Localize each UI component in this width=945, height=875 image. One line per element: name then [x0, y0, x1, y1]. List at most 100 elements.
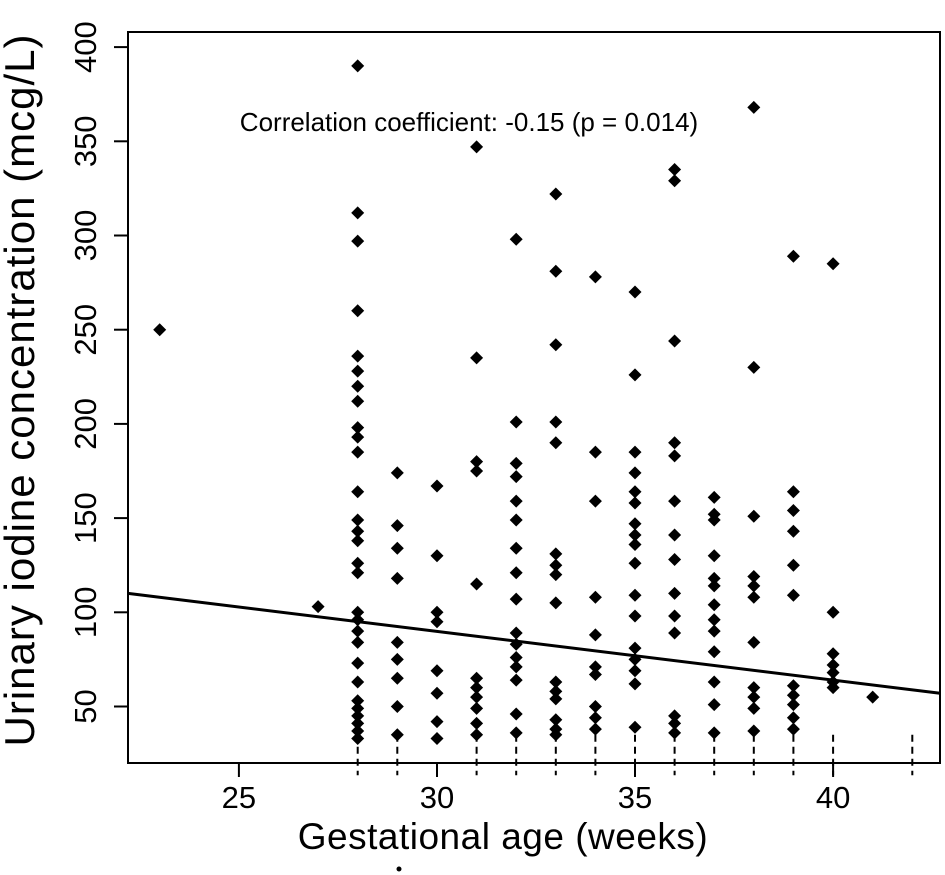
- data-point: [509, 660, 523, 674]
- data-point: [351, 716, 365, 730]
- data-point: [707, 513, 721, 527]
- data-point: [628, 538, 642, 551]
- data-point: [470, 140, 484, 154]
- data-point: [351, 624, 365, 638]
- data-point: [668, 709, 682, 723]
- data-point: [786, 688, 800, 702]
- data-point: [786, 485, 800, 499]
- data-point: [786, 249, 800, 263]
- data-point: [826, 666, 840, 680]
- y-axis-title: Urinary iodine concentration (mcg/L): [0, 34, 43, 747]
- data-point: [470, 455, 484, 469]
- trend-line: [127, 591, 941, 695]
- data-point: [351, 394, 365, 408]
- data-point: [549, 675, 563, 689]
- data-point: [668, 163, 682, 176]
- data-point: [549, 728, 563, 742]
- data-point: [311, 600, 325, 614]
- data-point: [470, 701, 484, 715]
- data-point: [668, 586, 682, 600]
- data-point: [786, 679, 800, 693]
- data-point: [668, 609, 682, 623]
- data-point: [826, 681, 840, 695]
- data-point: [351, 709, 365, 723]
- data-point: [509, 637, 523, 651]
- y-tick-label: 100: [68, 586, 103, 638]
- data-point: [351, 613, 365, 627]
- data-point: [588, 700, 602, 713]
- data-point: [588, 445, 602, 459]
- data-point: [628, 652, 642, 666]
- data-point: [549, 338, 563, 352]
- data-point: [826, 647, 840, 661]
- data-point: [747, 579, 761, 593]
- data-point: [509, 651, 523, 664]
- data-point: [351, 445, 365, 459]
- data-point: [628, 466, 642, 480]
- data-point: [628, 609, 642, 623]
- data-point: [747, 570, 761, 583]
- y-tick-label: 200: [68, 398, 103, 450]
- y-tick-label: 50: [68, 689, 103, 723]
- data-point: [390, 671, 404, 685]
- data-point: [509, 566, 523, 580]
- data-point: [549, 264, 563, 278]
- data-point: [747, 690, 761, 704]
- data-point: [509, 726, 523, 740]
- data-point: [707, 645, 721, 659]
- data-point: [351, 675, 365, 689]
- data-point: [351, 234, 365, 248]
- data-point: [153, 323, 167, 337]
- data-point: [786, 711, 800, 725]
- data-point: [628, 285, 642, 299]
- data-point: [628, 496, 642, 510]
- data-point: [390, 728, 404, 742]
- data-point: [628, 556, 642, 570]
- data-point: [390, 466, 404, 480]
- data-point: [430, 479, 444, 493]
- data-point: [549, 692, 563, 706]
- x-tick-label: 35: [618, 780, 652, 815]
- data-point: [707, 571, 721, 585]
- data-point: [509, 541, 523, 555]
- data-point: [390, 635, 404, 649]
- data-point: [430, 615, 444, 629]
- data-point: [628, 485, 642, 499]
- data-point: [826, 658, 840, 672]
- data-point: [509, 470, 523, 484]
- y-tick-label: 150: [68, 492, 103, 544]
- data-point: [826, 605, 840, 619]
- data-point: [351, 556, 365, 570]
- data-point: [668, 626, 682, 640]
- data-point: [470, 681, 484, 695]
- data-point: [351, 566, 365, 580]
- data-point: [588, 494, 602, 508]
- data-point: [628, 588, 642, 602]
- data-point: [430, 605, 444, 619]
- data-point: [549, 436, 563, 450]
- data-point: [707, 624, 721, 638]
- data-point: [747, 724, 761, 738]
- scan-artifact-dot: [396, 866, 402, 872]
- data-point: [707, 579, 721, 593]
- data-point: [588, 711, 602, 725]
- data-point: [351, 379, 365, 393]
- data-point: [470, 577, 484, 591]
- data-point: [351, 513, 365, 527]
- data-point: [470, 716, 484, 730]
- correlation-annotation: Correlation coefficient: -0.15 (p = 0.01…: [240, 107, 698, 137]
- data-point: [747, 509, 761, 523]
- data-point: [549, 568, 563, 582]
- data-point: [430, 732, 444, 745]
- data-point: [668, 334, 682, 348]
- data-point: [747, 360, 761, 374]
- data-point: [351, 694, 365, 708]
- y-tick-label: 400: [68, 21, 103, 73]
- x-tick-label: 25: [222, 780, 256, 815]
- data-point: [351, 724, 365, 738]
- data-point: [588, 668, 602, 681]
- data-point: [351, 485, 365, 499]
- data-point: [786, 588, 800, 602]
- data-point: [509, 456, 523, 470]
